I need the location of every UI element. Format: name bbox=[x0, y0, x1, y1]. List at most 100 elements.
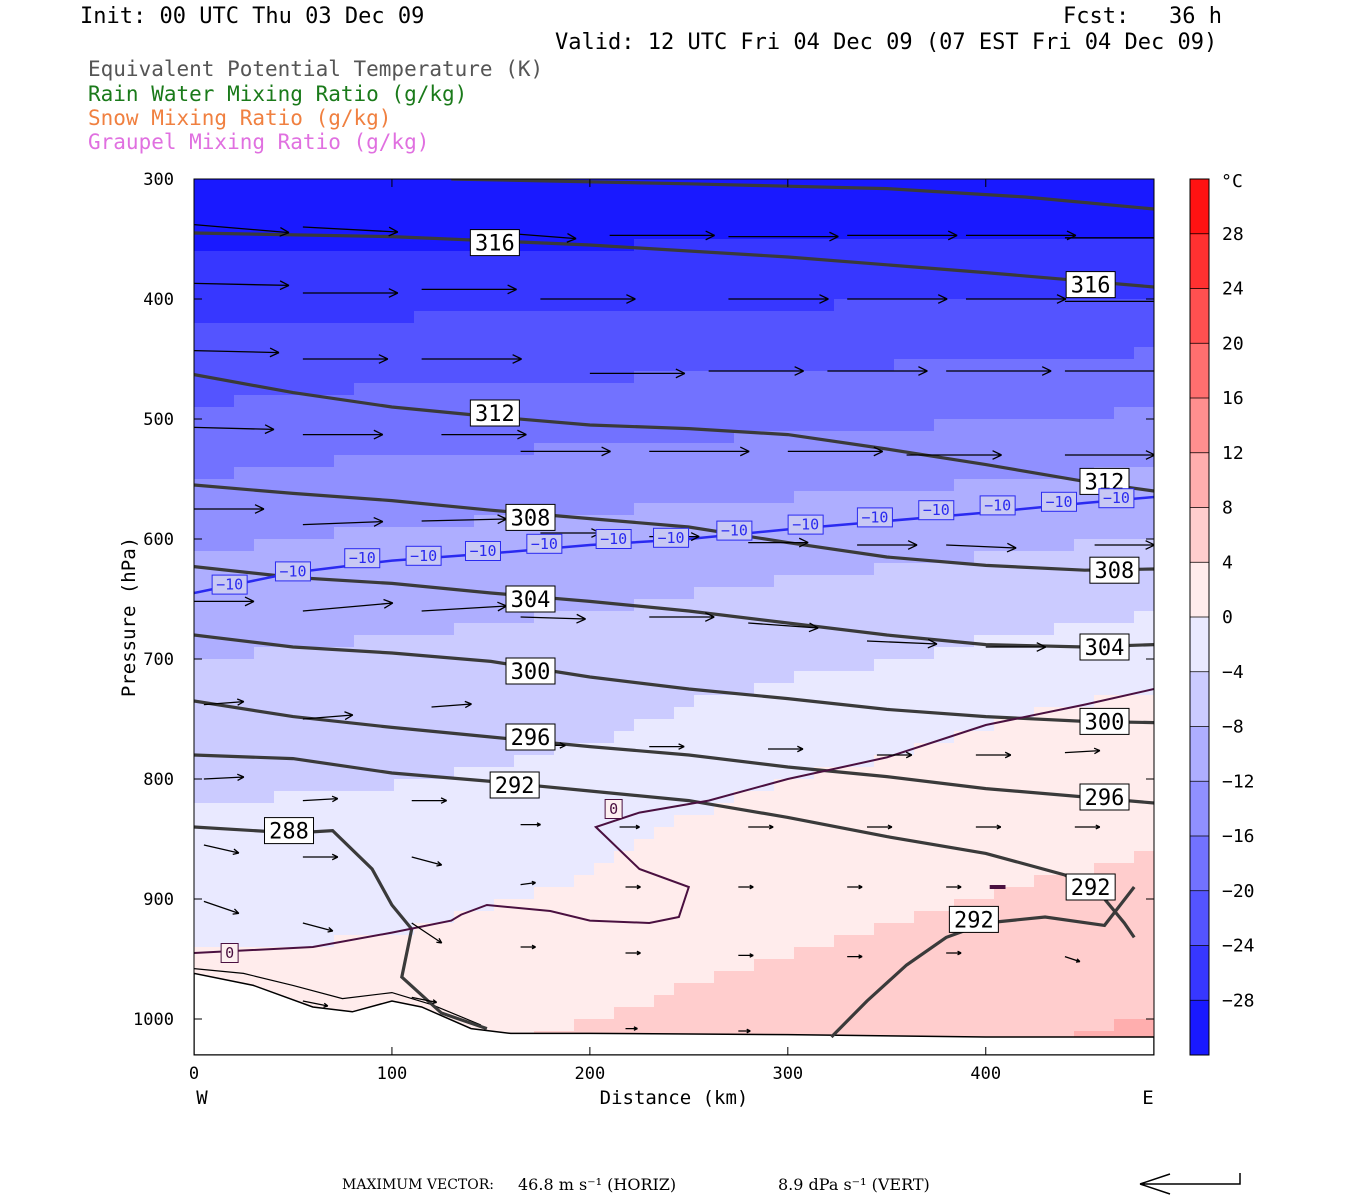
temperature-shade-cell bbox=[654, 287, 675, 300]
temperature-shade-cell bbox=[974, 755, 995, 768]
temperature-shade-cell bbox=[334, 851, 355, 864]
temperature-shade-cell bbox=[474, 995, 495, 1008]
temperature-shade-cell bbox=[914, 647, 935, 660]
temperature-shade-cell bbox=[594, 455, 615, 468]
temperature-shade-cell bbox=[994, 287, 1015, 300]
temperature-shade-cell bbox=[834, 383, 855, 396]
temperature-shade-cell bbox=[794, 443, 815, 456]
temperature-shade-cell bbox=[554, 803, 575, 816]
temperature-shade-cell bbox=[474, 383, 495, 396]
isotherm-label-box bbox=[274, 561, 311, 582]
temperature-shade-cell bbox=[414, 395, 435, 408]
temperature-shade-cell bbox=[854, 311, 875, 324]
temperature-shade-cell bbox=[434, 239, 455, 252]
temperature-shade-cell bbox=[234, 611, 255, 624]
temperature-shade-cell bbox=[214, 335, 235, 348]
temperature-shade-cell bbox=[374, 467, 395, 480]
colorbar-bin bbox=[1190, 1000, 1209, 1056]
temperature-shade-cell bbox=[974, 743, 995, 756]
temperature-shade-cell bbox=[214, 815, 235, 828]
temperature-shade-cell bbox=[414, 875, 435, 888]
x-axis-label: Distance (km) bbox=[600, 1087, 749, 1109]
temperature-shade-cell bbox=[994, 275, 1015, 288]
temperature-shade-cell bbox=[334, 311, 355, 324]
temperature-shade-cell bbox=[734, 263, 755, 276]
temperature-shade-cell bbox=[714, 335, 735, 348]
temperature-shade-cell bbox=[934, 239, 955, 252]
temperature-shade-cell bbox=[394, 515, 415, 528]
temperature-shade-cell bbox=[254, 887, 275, 900]
temperature-shade-cell bbox=[654, 887, 675, 900]
temperature-shade-cell bbox=[474, 947, 495, 960]
temperature-shade-cell bbox=[494, 347, 515, 360]
temperature-shade-cell bbox=[294, 323, 315, 336]
temperature-shade-cell bbox=[354, 335, 375, 348]
temperature-shade-cell bbox=[334, 671, 355, 684]
temperature-shade-cell bbox=[754, 503, 775, 516]
temperature-shade-cell bbox=[414, 251, 435, 264]
temperature-shade-cell bbox=[314, 251, 335, 264]
temperature-shade-cell bbox=[674, 503, 695, 516]
temperature-shade-cell bbox=[414, 611, 435, 624]
theta-e-label-box bbox=[1079, 707, 1130, 735]
temperature-shade-cell bbox=[574, 203, 595, 216]
temperature-shade-cell bbox=[594, 755, 615, 768]
colorbar-bin bbox=[1190, 343, 1209, 399]
temperature-shade-cell bbox=[394, 287, 415, 300]
temperature-shade-cell bbox=[994, 827, 1015, 840]
temperature-shade-cell bbox=[1074, 455, 1095, 468]
temperature-shade-cell bbox=[714, 395, 735, 408]
temperature-shade-cell bbox=[454, 719, 475, 732]
temperature-shade-cell bbox=[754, 443, 775, 456]
temperature-shade-cell bbox=[854, 695, 875, 708]
temperature-shade-cell bbox=[774, 995, 795, 1008]
temperature-shade-cell bbox=[614, 827, 635, 840]
temperature-shade-cell bbox=[674, 467, 695, 480]
temperature-shade-cell bbox=[1094, 395, 1115, 408]
temperature-shade-cell bbox=[574, 551, 595, 564]
temperature-shade-cell bbox=[1134, 311, 1154, 324]
isotherm-label-box bbox=[918, 500, 955, 521]
temperature-shade-cell bbox=[1054, 815, 1075, 828]
temperature-shade-cell bbox=[394, 587, 415, 600]
temperature-shade-cell bbox=[954, 287, 975, 300]
colorbar-bin bbox=[1190, 507, 1209, 563]
temperature-shade-cell bbox=[914, 899, 935, 912]
temperature-shade-cell bbox=[274, 767, 295, 780]
temperature-shade-cell bbox=[1034, 659, 1055, 672]
temperature-shade-cell bbox=[954, 659, 975, 672]
temperature-shade-cell bbox=[1114, 611, 1135, 624]
temperature-shade-cell bbox=[1014, 575, 1035, 588]
temperature-shade-cell bbox=[894, 299, 915, 312]
temperature-shade-cell bbox=[274, 203, 295, 216]
temperature-shade-cell bbox=[914, 599, 935, 612]
temperature-shade-cell bbox=[854, 899, 875, 912]
temperature-shade-cell bbox=[454, 959, 475, 972]
temperature-shade-cell bbox=[614, 767, 635, 780]
temperature-shade-cell bbox=[234, 347, 255, 360]
y-tick-label: 800 bbox=[143, 770, 174, 790]
temperature-shade-cell bbox=[474, 335, 495, 348]
temperature-shade-cell bbox=[434, 443, 455, 456]
theta-e-label-box bbox=[1089, 556, 1140, 584]
temperature-shade-cell bbox=[1134, 767, 1154, 780]
temperature-shade-cell bbox=[1114, 527, 1135, 540]
temperature-shade-cell bbox=[434, 179, 455, 192]
temperature-shade-cell bbox=[894, 479, 915, 492]
temperature-shade-cell bbox=[434, 779, 455, 792]
temperature-shade-cell bbox=[514, 983, 535, 996]
temperature-shade-cell bbox=[854, 875, 875, 888]
colorbar-tick-label: −4 bbox=[1222, 662, 1244, 683]
temperature-shade-cell bbox=[834, 899, 855, 912]
temperature-shade-cell bbox=[274, 551, 295, 564]
temperature-shade-cell bbox=[334, 467, 355, 480]
temperature-shade-cell bbox=[454, 611, 475, 624]
theta-e-label-box bbox=[505, 657, 556, 685]
wind-vector bbox=[1064, 450, 1154, 460]
temperature-shade-cell bbox=[874, 671, 895, 684]
wind-vector bbox=[1064, 300, 1154, 303]
temperature-shade-cell bbox=[1034, 515, 1055, 528]
temperature-shade-cell bbox=[454, 479, 475, 492]
temperature-shade-cell bbox=[1134, 815, 1154, 828]
